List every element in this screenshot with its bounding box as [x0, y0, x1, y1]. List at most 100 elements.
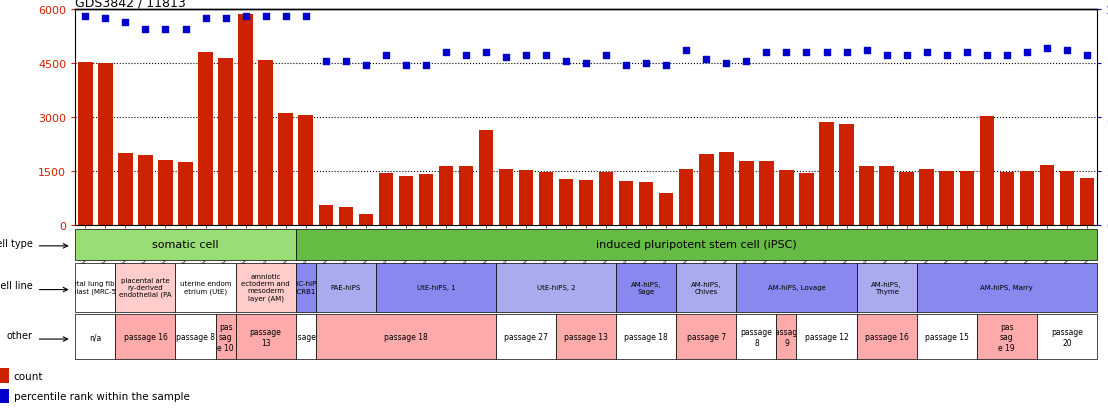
Point [838, 50, 855, 57]
Point [1038, 46, 1056, 52]
Bar [1079, 178, 1094, 225]
Point [176, 26, 194, 33]
Point [76, 14, 94, 20]
Text: other: other [7, 330, 33, 340]
Text: passage 8: passage 8 [176, 332, 215, 342]
Point [277, 14, 295, 20]
Bar [799, 173, 813, 225]
Text: passage 18: passage 18 [624, 332, 668, 342]
Point [597, 52, 615, 59]
Bar [339, 208, 353, 225]
Bar [359, 215, 373, 225]
Bar [759, 161, 773, 225]
Text: percentile rank within the sample: percentile rank within the sample [13, 392, 189, 401]
Bar [578, 181, 594, 225]
Text: PAE-hiPS: PAE-hiPS [330, 285, 361, 290]
Point [897, 52, 915, 59]
Bar [439, 166, 453, 225]
Point [337, 59, 355, 65]
Point [878, 52, 895, 59]
Point [778, 50, 796, 57]
Bar [960, 171, 974, 225]
Point [116, 20, 134, 26]
Bar [0, 368, 9, 383]
Bar [499, 169, 513, 225]
Bar [178, 162, 193, 225]
Bar [558, 179, 573, 225]
Text: UtE-hiPS, 2: UtE-hiPS, 2 [536, 285, 575, 290]
Point [617, 63, 635, 69]
Point [858, 48, 875, 55]
Point [818, 50, 835, 57]
Point [697, 57, 715, 63]
Point [557, 59, 575, 65]
Text: pas
sag
e 19: pas sag e 19 [998, 322, 1015, 352]
Point [978, 52, 996, 59]
Text: amniotic
ectoderm and
mesoderm
layer (AM): amniotic ectoderm and mesoderm layer (AM… [242, 274, 290, 301]
Point [478, 50, 495, 57]
Bar [138, 155, 153, 225]
Text: placental arte
ry-derived
endothelial (PA: placental arte ry-derived endothelial (P… [120, 277, 172, 298]
Text: passage 12: passage 12 [804, 332, 849, 342]
Bar [1059, 171, 1074, 225]
Text: passage 16: passage 16 [123, 332, 167, 342]
Point [257, 14, 275, 20]
Bar [298, 116, 312, 225]
Text: GDS3842 / 11813: GDS3842 / 11813 [75, 0, 186, 9]
Bar [119, 154, 133, 225]
Bar [739, 161, 753, 225]
Bar [0, 389, 9, 404]
Bar [979, 117, 994, 225]
Point [917, 50, 935, 57]
Point [758, 50, 776, 57]
Bar [619, 182, 634, 225]
Text: uterine endom
etrium (UtE): uterine endom etrium (UtE) [179, 281, 232, 294]
Bar [880, 167, 894, 225]
Bar [399, 177, 413, 225]
Point [437, 50, 454, 57]
Point [937, 52, 955, 59]
Text: MRC-hiPS,
Tic(JCRB1331: MRC-hiPS, Tic(JCRB1331 [283, 281, 329, 294]
Text: passage 13: passage 13 [564, 332, 608, 342]
Bar [79, 63, 93, 225]
Bar [479, 131, 493, 225]
Point [357, 63, 375, 69]
Point [718, 61, 736, 67]
Text: passage 15: passage 15 [925, 332, 968, 342]
Point [217, 16, 235, 22]
Bar [840, 125, 854, 225]
Point [517, 52, 535, 59]
Text: AM-hiPS,
Chives: AM-hiPS, Chives [691, 281, 721, 294]
Bar [599, 172, 614, 225]
Bar [459, 166, 473, 225]
Bar [659, 194, 674, 225]
Point [317, 59, 335, 65]
Bar [699, 154, 714, 225]
Point [537, 52, 555, 59]
Bar [99, 64, 113, 225]
Text: AM-hiPS, Lovage: AM-hiPS, Lovage [768, 285, 825, 290]
Point [657, 63, 675, 69]
Bar [379, 174, 393, 225]
Point [497, 54, 515, 61]
Text: passage 7: passage 7 [687, 332, 726, 342]
Bar [940, 171, 954, 225]
Bar [238, 15, 253, 225]
Bar [900, 172, 914, 225]
Text: pas
sag
e 10: pas sag e 10 [217, 322, 234, 352]
Bar [258, 60, 273, 225]
Text: cell type: cell type [0, 238, 33, 248]
Bar [719, 152, 733, 225]
Point [798, 50, 815, 57]
Text: passage
20: passage 20 [1050, 328, 1083, 347]
Point [1018, 50, 1036, 57]
Text: n/a: n/a [90, 332, 102, 342]
Point [377, 52, 394, 59]
Text: induced pluripotent stem cell (iPSC): induced pluripotent stem cell (iPSC) [596, 240, 797, 250]
Text: fetal lung fibro
blast (MRC-5): fetal lung fibro blast (MRC-5) [70, 281, 121, 294]
Bar [1039, 166, 1054, 225]
Point [458, 52, 475, 59]
Bar [218, 59, 233, 225]
Text: passage 27: passage 27 [504, 332, 548, 342]
Text: passage
9: passage 9 [770, 328, 802, 347]
